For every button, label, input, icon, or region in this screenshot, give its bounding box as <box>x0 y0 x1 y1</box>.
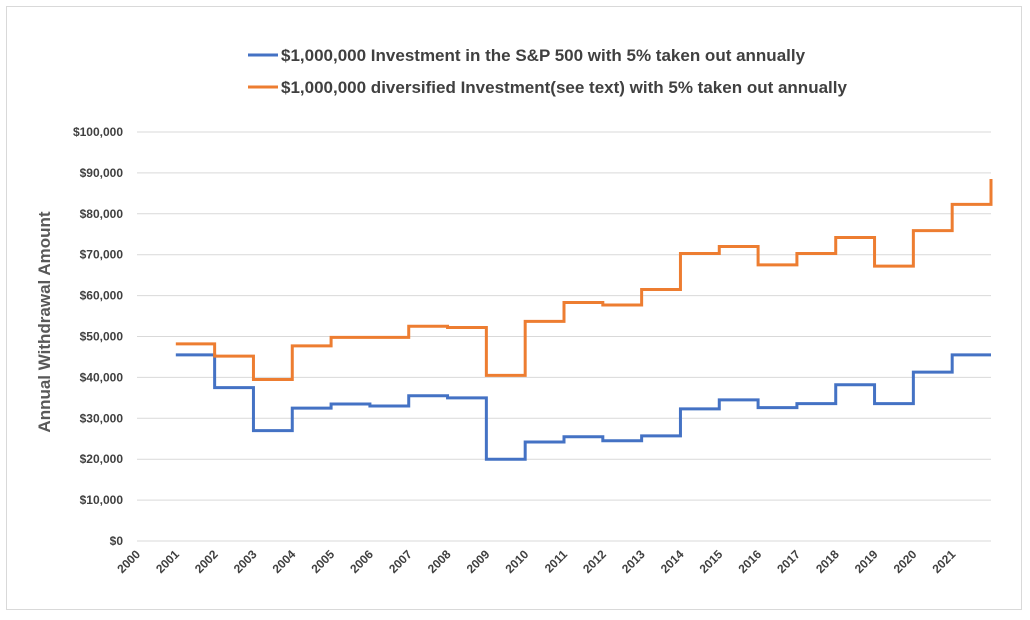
legend: $1,000,000 Investment in the S&P 500 wit… <box>248 46 847 97</box>
x-tick-label: 2006 <box>347 547 376 576</box>
x-tick-label: 2005 <box>308 547 337 576</box>
series-lines <box>175 179 993 461</box>
legend-label-sp500: $1,000,000 Investment in the S&P 500 wit… <box>281 46 806 65</box>
chart-frame <box>6 6 1022 610</box>
y-tick-label: $90,000 <box>80 166 124 180</box>
y-tick-label: $100,000 <box>73 125 123 139</box>
legend-label-diversified: $1,000,000 diversified Investment(see te… <box>281 78 847 97</box>
x-tick-label: 2017 <box>774 547 803 576</box>
y-tick-label: $30,000 <box>80 411 124 425</box>
x-tick-label: 2020 <box>891 547 920 576</box>
y-tick-label: $20,000 <box>80 452 124 466</box>
x-tick-label: 2001 <box>153 547 182 576</box>
gridlines <box>137 131 991 542</box>
x-tick-label: 2013 <box>619 547 648 576</box>
x-tick-label: 2007 <box>386 547 415 576</box>
x-tick-label: 2009 <box>464 547 493 576</box>
y-tick-label: $0 <box>110 534 124 548</box>
y-axis-ticks: $0 $10,000 $20,000 $30,000 $40,000 $50,000 $60… <box>73 125 123 548</box>
x-tick-label: 2003 <box>231 547 260 576</box>
y-tick-label: $10,000 <box>80 493 124 507</box>
series-line-diversified <box>175 179 993 381</box>
y-tick-label: $80,000 <box>80 207 124 221</box>
x-tick-label: 2000 <box>114 547 143 576</box>
x-tick-label: 2010 <box>503 547 532 576</box>
x-tick-label: 2015 <box>697 547 726 576</box>
x-tick-label: 2008 <box>425 547 454 576</box>
y-axis-title: Annual Withdrawal Amount <box>35 211 54 432</box>
x-tick-label: 2002 <box>192 547 221 576</box>
y-tick-label: $70,000 <box>80 248 124 262</box>
x-tick-label: 2011 <box>542 547 571 576</box>
x-tick-label: 2019 <box>852 547 881 576</box>
x-tick-label: 2004 <box>270 547 299 576</box>
x-tick-label: 2012 <box>580 547 609 576</box>
x-tick-label: 2016 <box>735 547 764 576</box>
x-tick-label: 2021 <box>930 547 959 576</box>
y-tick-label: $60,000 <box>80 289 124 303</box>
x-tick-label: 2014 <box>658 547 687 576</box>
x-tick-label: 2018 <box>813 547 842 576</box>
y-tick-label: $40,000 <box>80 370 124 384</box>
y-tick-label: $50,000 <box>80 330 124 344</box>
series-line-sp500 <box>175 353 991 461</box>
x-axis-ticks: 2000 2001 2002 2003 2004 2005 2006 2007 2008 2009… <box>114 547 958 576</box>
